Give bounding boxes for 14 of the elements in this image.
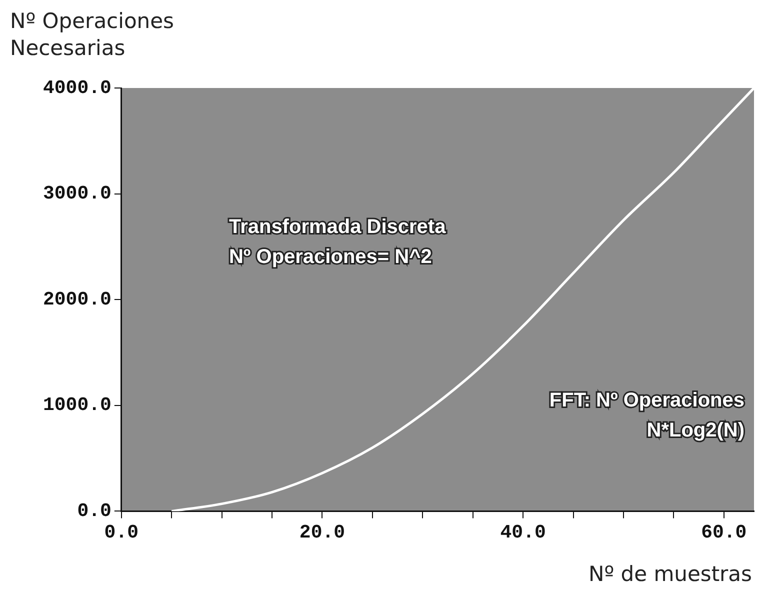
- x-axis-title: Nº de muestras: [588, 562, 752, 586]
- y-tick-label: 4000.0: [42, 76, 112, 99]
- x-tick-label: 40.0: [500, 521, 546, 544]
- x-tick-label: 20.0: [299, 521, 346, 544]
- y-tick-label: 1000.0: [42, 394, 112, 416]
- annotation: FFT: Nº Operaciones N*Log2(N): [549, 390, 745, 442]
- y-axis-title: Nº Operaciones Necesarias: [10, 8, 174, 62]
- y-tick-label: 3000.0: [42, 182, 112, 205]
- x-tick-label: 60.0: [701, 521, 747, 544]
- x-tick-label: 0.0: [104, 521, 139, 544]
- y-tick-label: 2000.0: [42, 288, 112, 310]
- line-series: [170, 88, 754, 512]
- y-tick-label: 0.0: [77, 500, 112, 522]
- annotation: Transformada Discreta Nº Operaciones= N^2: [228, 216, 447, 268]
